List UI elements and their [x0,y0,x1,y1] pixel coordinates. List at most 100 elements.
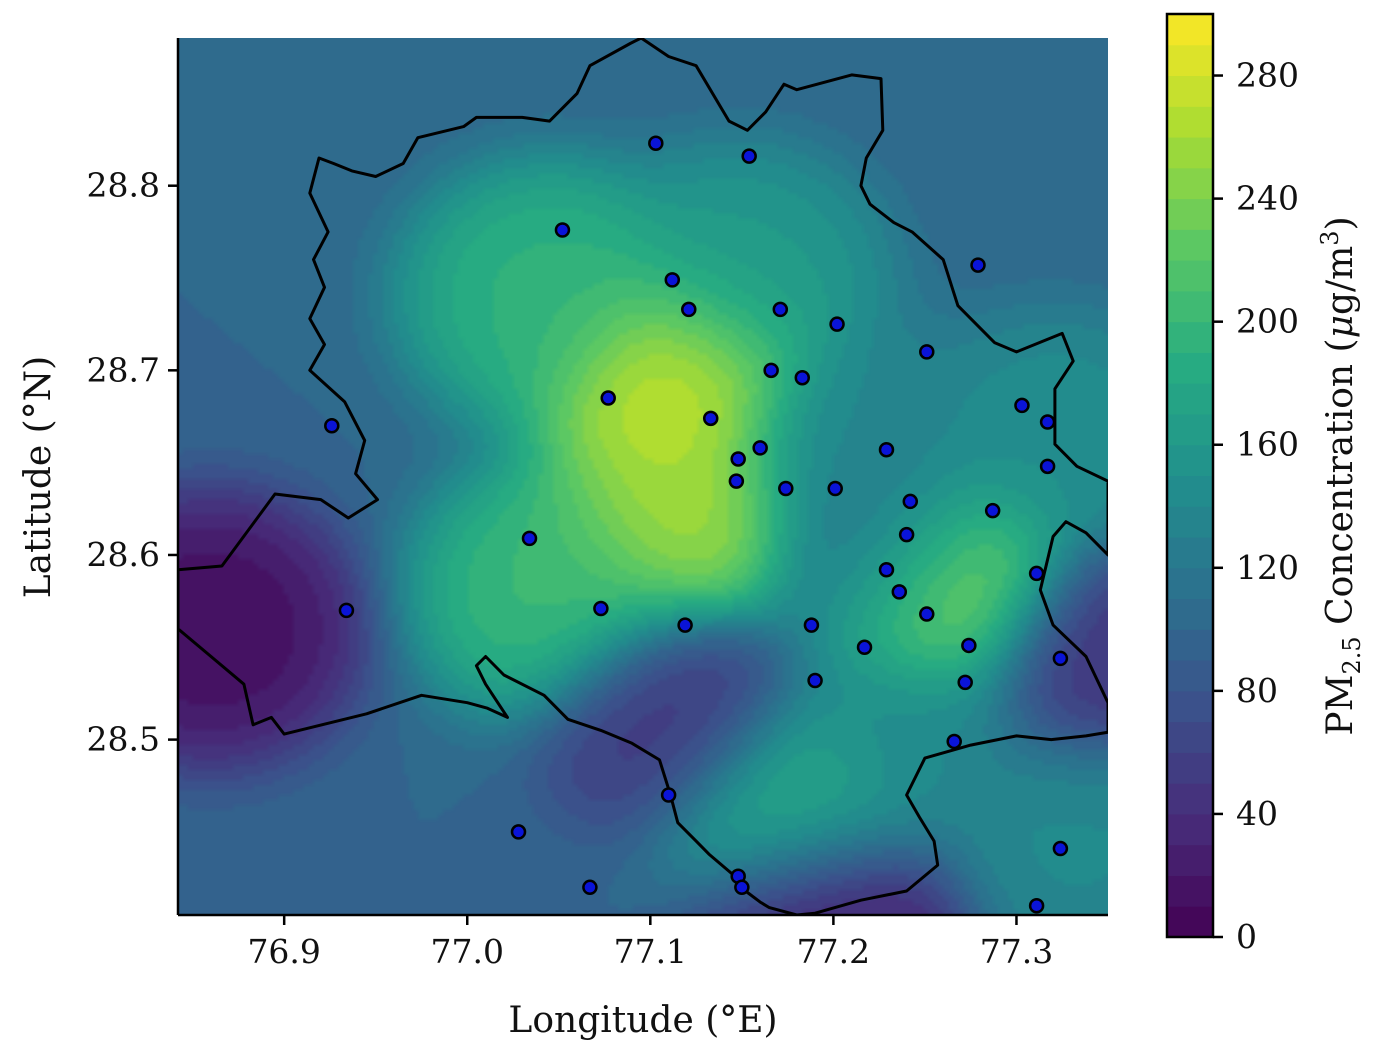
colorbar-tick-label: 200 [1236,302,1299,341]
colorbar-band [1167,44,1213,77]
station-marker [902,493,919,510]
colorbar-band [1167,567,1213,600]
station-marker [878,561,895,578]
colorbar-band [1167,537,1213,569]
colorbar-band [1167,260,1213,292]
station-marker [648,135,664,151]
station-marker [1039,458,1056,475]
colorbar-band [1167,783,1213,815]
station-marker [1014,397,1030,414]
station-marker [763,362,779,379]
colorbar-band [1167,321,1213,353]
colorbar-tick-label: 0 [1236,917,1257,956]
x-axis-title: Longitude (°E) [508,1000,777,1041]
station-marker [664,272,681,288]
colorbar-band [1167,660,1213,692]
station-marker [891,584,908,600]
station-marker [898,526,915,543]
station-marker [582,879,598,896]
station-marker [772,301,789,318]
colorbar: 0 40 80 120 160 200 240 280 PM2.5 Concentration… [1165,12,1366,956]
y-tick-label: 28.6 [87,535,160,574]
station-marker [829,316,845,332]
colorbar-frame [1165,12,1215,939]
station-marker [807,672,823,689]
x-tick-label: 77.0 [431,932,504,971]
station-marker [730,451,746,467]
station-marker [521,530,538,547]
station-marker [778,480,794,497]
colorbar-tick-label: 280 [1236,56,1299,95]
monitoring-stations [324,135,1069,914]
colorbar-tick-label: 120 [1236,548,1299,587]
y-tick-label: 28.7 [87,350,160,389]
y-axis-title: Latitude (°N) [18,356,59,598]
y-tick-label: 28.8 [87,166,160,205]
station-marker [728,473,745,489]
colorbar-band [1167,290,1213,323]
colorbar-band [1167,598,1213,630]
colorbar-title-superscript: 3 [1316,230,1344,245]
station-marker [510,824,527,840]
station-marker [957,674,973,691]
station-marker [752,440,768,456]
station-marker [1052,840,1069,857]
colorbar-band [1167,137,1213,169]
station-marker [827,480,843,497]
colorbar-bands [1167,14,1213,938]
station-marker [970,257,986,273]
station-marker [1028,898,1045,914]
station-marker [338,602,355,619]
x-tick-label: 77.3 [980,932,1053,971]
colorbar-band [1167,352,1213,384]
colorbar-band [1167,14,1213,46]
x-axis-ticks: 76.9 77.0 77.1 77.2 77.3 [247,915,1053,971]
colorbar-band [1167,844,1213,876]
station-marker [919,606,935,622]
station-marker [794,369,811,386]
colorbar-band [1167,475,1213,507]
colorbar-band [1167,629,1213,661]
colorbar-band [1167,752,1213,784]
colorbar-band [1167,906,1213,938]
x-tick-label: 77.1 [614,932,687,971]
colorbar-band [1167,444,1213,476]
station-marker [324,417,340,434]
delhi-boundary [178,38,1108,915]
station-marker [681,301,697,318]
station-marker [677,617,693,633]
x-tick-label: 77.2 [797,932,870,971]
station-marker [878,441,895,458]
colorbar-title-subscript: 2.5 [1338,636,1366,674]
station-marker [919,344,935,360]
colorbar-band [1167,813,1213,846]
colorbar-band [1167,721,1213,753]
colorbar-band [1167,875,1213,907]
colorbar-band [1167,383,1213,415]
colorbar-band [1167,506,1213,538]
station-marker [984,502,1001,519]
colorbar-title: PM2.5 Concentration (μg/m3) [1316,216,1366,735]
pm25-heatmap [178,38,1108,915]
station-marker [554,222,571,238]
colorbar-tick-label: 240 [1236,179,1299,218]
colorbar-band [1167,167,1213,200]
station-marker [593,600,609,617]
y-tick-label: 28.5 [87,720,160,759]
station-marker [702,410,719,427]
station-marker [734,879,750,896]
station-marker [600,390,616,406]
colorbar-tick-label: 80 [1236,671,1278,710]
colorbar-band [1167,75,1213,107]
station-marker [1039,414,1056,430]
plot-area [178,38,1108,915]
station-marker [660,787,677,803]
station-marker [803,617,820,633]
x-tick-label: 76.9 [247,932,320,971]
colorbar-band [1167,106,1213,138]
station-marker [961,637,977,654]
colorbar-tick-label: 40 [1236,794,1278,833]
station-marker [856,639,873,656]
colorbar-band [1167,413,1213,446]
